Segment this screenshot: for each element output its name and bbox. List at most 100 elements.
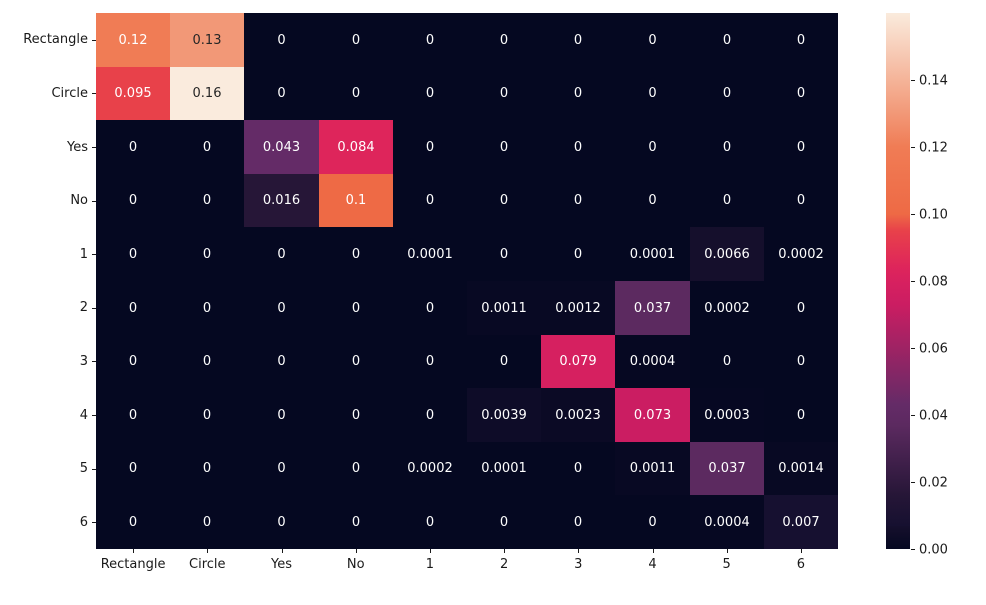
heatmap-cell: 0	[467, 120, 541, 174]
heatmap-cell: 0	[319, 227, 393, 281]
x-tick-label: Yes	[271, 557, 292, 572]
heatmap-cell: 0	[541, 67, 615, 120]
heatmap-cell: 0.0011	[467, 281, 541, 335]
cell-annotation: 0.1	[345, 193, 367, 208]
heatmap-cell: 0	[319, 13, 393, 67]
heatmap-cell: 0.13	[170, 13, 244, 67]
x-tick-label: 6	[796, 557, 806, 572]
cell-annotation: 0	[202, 139, 212, 155]
cell-annotation: 0	[648, 193, 657, 208]
cell-annotation: 0	[202, 407, 212, 423]
x-tick-mark	[578, 549, 579, 553]
cell-annotation: 0	[128, 246, 138, 262]
heatmap-cell: 0	[96, 120, 170, 174]
heatmap-plot-area: 0.12 0.13 0 0 0 0 0 0 0 0 0.095 0.16 0 0 0 0 0 0 0 0 0 0 0.043…	[96, 13, 838, 549]
cell-annotation: 0	[573, 32, 583, 48]
cell-annotation: 0	[499, 246, 509, 262]
heatmap-cell: 0	[541, 174, 615, 227]
cell-annotation: 0.0004	[704, 514, 750, 530]
heatmap-cell: 0.1	[319, 174, 393, 227]
colorbar	[886, 13, 910, 549]
heatmap-cell: 0	[319, 388, 393, 442]
cell-annotation: 0	[425, 193, 435, 208]
cell-annotation: 0.0014	[778, 461, 824, 476]
cell-annotation: 0.095	[114, 86, 152, 101]
cell-annotation: 0	[722, 193, 732, 208]
cell-annotation: 0.043	[262, 139, 301, 155]
heatmap-cell: 0	[244, 388, 319, 442]
x-tick-mark	[282, 549, 283, 553]
x-tick-label: 3	[574, 557, 583, 572]
cell-annotation: 0	[425, 300, 435, 316]
cell-annotation: 0	[722, 139, 732, 155]
heatmap-cell: 0	[393, 495, 467, 549]
cell-annotation: 0.0001	[481, 461, 527, 476]
cell-annotation: 0.084	[337, 139, 375, 155]
cell-annotation: 0	[499, 32, 509, 48]
cell-annotation: 0.13	[192, 32, 222, 48]
cell-annotation: 0	[202, 354, 212, 369]
cell-annotation: 0	[573, 139, 583, 155]
cell-annotation: 0	[425, 32, 435, 48]
heatmap-cell: 0	[764, 335, 838, 388]
cell-annotation: 0	[277, 300, 286, 316]
x-tick-label: Rectangle	[100, 557, 166, 572]
x-tick-label: 5	[722, 557, 731, 572]
y-tick-label: 2	[79, 300, 88, 316]
x-tick-mark	[356, 549, 357, 553]
heatmap-cell: 0	[170, 227, 244, 281]
heatmap-cell: 0.043	[244, 120, 319, 174]
heatmap-cell: 0	[690, 67, 764, 120]
x-tick-mark	[504, 549, 505, 553]
heatmap-cell: 0.0011	[615, 442, 690, 495]
heatmap-cell: 0	[764, 67, 838, 120]
y-tick-label: 6	[79, 514, 88, 530]
cell-annotation: 0.073	[633, 407, 672, 423]
cell-annotation: 0	[202, 246, 212, 262]
x-tick-mark	[727, 549, 728, 553]
cell-annotation: 0	[796, 407, 806, 423]
cell-annotation: 0.16	[192, 86, 222, 101]
cell-annotation: 0.0011	[629, 461, 676, 476]
y-tick-mark	[92, 522, 96, 523]
cell-annotation: 0	[277, 354, 286, 369]
heatmap-cell: 0	[764, 388, 838, 442]
heatmap-cell: 0	[319, 335, 393, 388]
y-tick-label: 3	[79, 353, 88, 369]
cell-annotation: 0	[277, 407, 286, 423]
heatmap-cell: 0	[690, 13, 764, 67]
x-tick-mark	[133, 549, 134, 553]
heatmap-cell: 0	[764, 281, 838, 335]
y-tick-mark	[92, 40, 96, 41]
colorbar-tick-label: 0.10	[919, 207, 948, 222]
heatmap-cell: 0.0039	[467, 388, 541, 442]
cell-annotation: 0	[499, 139, 509, 155]
y-tick-label: 4	[79, 407, 88, 423]
cell-annotation: 0.12	[118, 32, 148, 48]
heatmap-cell: 0.095	[96, 67, 170, 120]
heatmap-cell: 0	[764, 120, 838, 174]
cell-annotation: 0.0066	[704, 246, 750, 262]
x-tick-label: 4	[648, 557, 657, 572]
heatmap-cell: 0	[467, 495, 541, 549]
heatmap-cell: 0	[467, 227, 541, 281]
heatmap-cell: 0.037	[690, 442, 764, 495]
heatmap-cell: 0	[244, 335, 319, 388]
heatmap-cell: 0	[615, 67, 690, 120]
heatmap-cell: 0.0023	[541, 388, 615, 442]
heatmap-cell: 0.073	[615, 388, 690, 442]
cell-annotation: 0	[573, 246, 583, 262]
heatmap-cell: 0	[467, 335, 541, 388]
colorbar-tick-mark	[911, 214, 915, 215]
colorbar-tick-mark	[911, 80, 915, 81]
x-tick-label: Circle	[189, 557, 226, 572]
heatmap-cell: 0.0002	[690, 281, 764, 335]
cell-annotation: 0	[351, 461, 361, 476]
heatmap-cell: 0	[541, 13, 615, 67]
heatmap-cell: 0.007	[764, 495, 838, 549]
heatmap-cell: 0	[690, 174, 764, 227]
colorbar-tick-label: 0.08	[919, 274, 948, 289]
heatmap-cell: 0	[467, 13, 541, 67]
heatmap-cell: 0	[393, 174, 467, 227]
heatmap-cell: 0	[170, 442, 244, 495]
